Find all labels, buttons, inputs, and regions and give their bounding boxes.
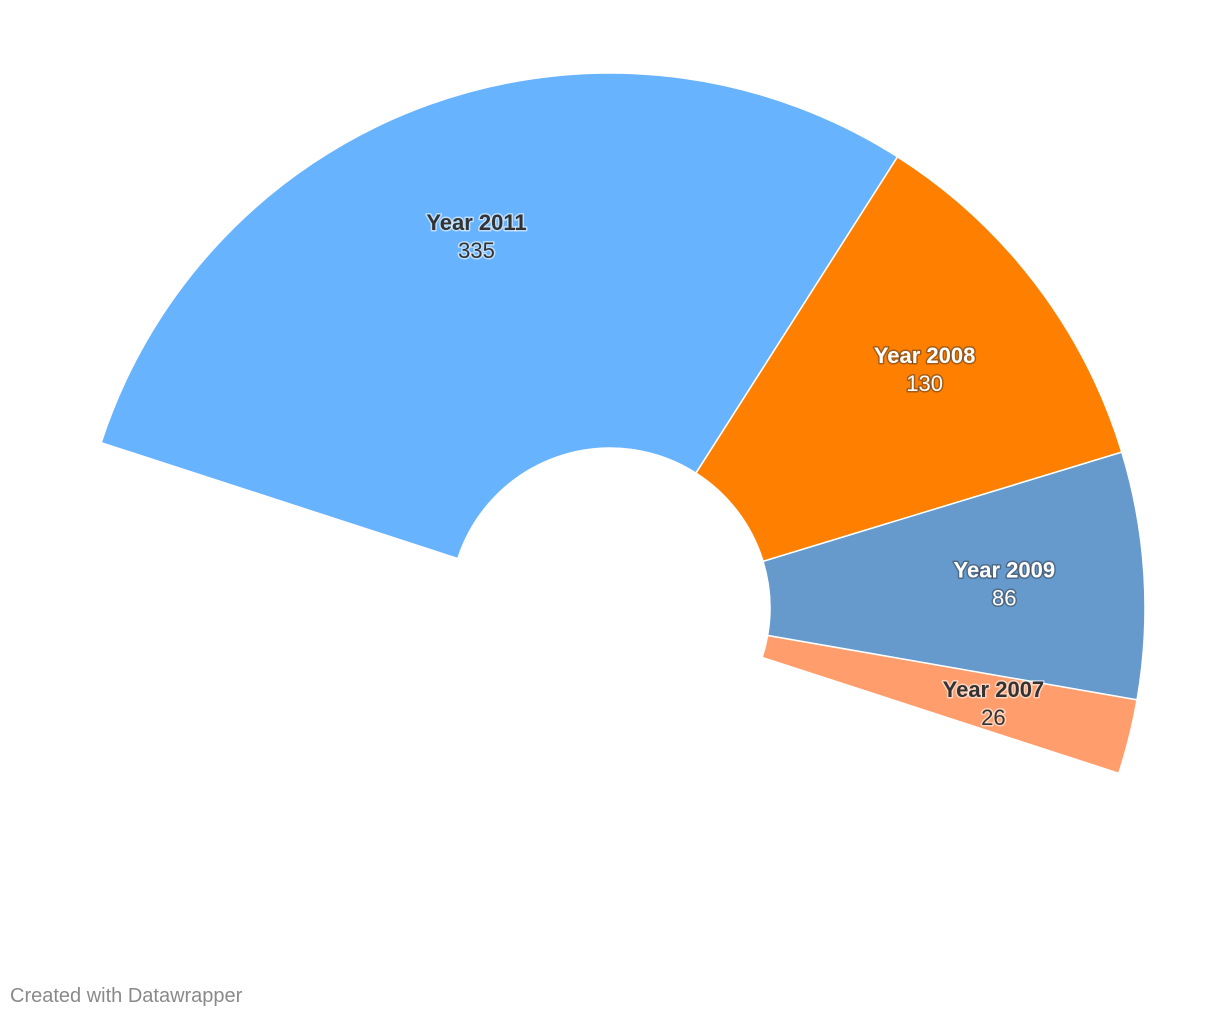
slice-year-2011[interactable] — [100, 72, 899, 560]
slice-value-label: 130 — [906, 371, 943, 396]
slice-label: Year 2011 — [426, 210, 526, 235]
slice-year-2009[interactable] — [762, 451, 1146, 701]
slice-label: Year 2009 — [954, 558, 1056, 583]
slices-layer — [100, 72, 1146, 775]
slice-value-label: 335 — [458, 238, 495, 263]
slice-value-label: 26 — [981, 705, 1005, 730]
datawrapper-credit: Created with Datawrapper — [10, 985, 243, 1007]
half-donut-chart: Year 2011 335 Year 2008 130 Year 2009 86 Year … — [100, 72, 1146, 775]
slice-value-label: 86 — [992, 586, 1016, 611]
slice-label: Year 2008 — [874, 343, 976, 368]
chart-canvas: Year 2011 335 Year 2008 130 Year 2009 86 Year … — [100, 72, 1146, 775]
slice-year-2007[interactable] — [761, 634, 1138, 775]
slice-label: Year 2007 — [943, 677, 1045, 702]
slice-year-2008[interactable] — [695, 156, 1123, 563]
labels-layer: Year 2011 335 Year 2008 130 Year 2009 86 Year … — [425, 209, 1057, 732]
